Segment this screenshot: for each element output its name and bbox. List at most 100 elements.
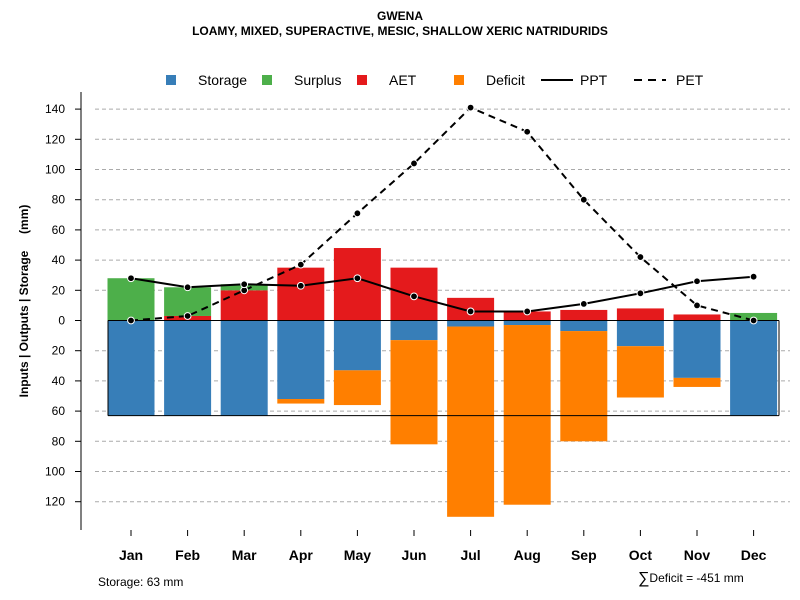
axes: 140 120 100 80 60 40 20 0 20 40 60 80 100 120 Inputs |… <box>17 92 780 563</box>
x-tick-label: Mar <box>232 547 257 563</box>
aet-bar <box>560 309 608 321</box>
storage-bar <box>503 320 551 326</box>
pet-point <box>693 301 701 310</box>
deficit-bar <box>616 346 664 398</box>
storage-bar <box>220 320 268 416</box>
ppt-point <box>693 277 701 286</box>
x-tick-label: Feb <box>175 547 200 563</box>
pet-point <box>523 127 532 136</box>
y-tick-label: 60 <box>52 404 66 418</box>
legend-swatch-deficit <box>454 75 464 85</box>
y-tick-label: 140 <box>45 102 65 116</box>
y-tick-label: 80 <box>52 193 66 207</box>
legend: Storage Surplus AET Deficit PPT PET <box>166 72 704 88</box>
x-tick-label: Jun <box>402 547 427 563</box>
storage-bar <box>390 320 438 341</box>
aet-bar <box>616 308 664 321</box>
deficit-bar <box>560 331 608 442</box>
x-tick-label: Aug <box>514 547 541 563</box>
pet-point <box>749 316 758 325</box>
deficit-bar <box>390 340 438 445</box>
pet-point <box>579 195 588 204</box>
y-tick-label: 40 <box>52 374 66 388</box>
y-tick-label: 80 <box>52 434 66 448</box>
ppt-point <box>353 274 362 283</box>
y-tick-label: 0 <box>58 314 65 328</box>
deficit-bar <box>277 399 325 404</box>
storage-bar <box>164 320 212 416</box>
pet-point <box>127 316 135 325</box>
y-tick-label: 120 <box>45 495 65 509</box>
legend-swatch-surplus <box>262 75 272 85</box>
deficit-bar <box>503 325 551 505</box>
storage-bar <box>333 320 381 371</box>
surplus-bar <box>107 278 155 321</box>
deficit-bar <box>673 377 721 387</box>
legend-label-aet: AET <box>389 72 417 88</box>
x-tick-label: Sep <box>571 547 597 563</box>
x-tick-label: Nov <box>684 547 711 563</box>
deficit-bar <box>447 326 495 517</box>
ppt-point <box>296 281 305 290</box>
sigma-symbol: ∑ <box>638 570 650 587</box>
x-tick-label: Jul <box>460 547 480 563</box>
aet-bar <box>673 314 721 321</box>
storage-bar <box>560 320 608 332</box>
pet-line <box>130 106 754 322</box>
aet-bar <box>503 311 551 321</box>
legend-label-storage: Storage <box>198 72 247 88</box>
y-tick-label: 40 <box>52 253 66 267</box>
ppt-point <box>579 299 588 308</box>
ppt-point <box>183 283 192 292</box>
chart-title: GWENA <box>377 9 423 23</box>
y-tick-label: 120 <box>45 132 65 146</box>
legend-swatch-storage <box>166 75 176 85</box>
legend-label-pet: PET <box>676 72 704 88</box>
chart-subtitle: LOAMY, MIXED, SUPERACTIVE, MESIC, SHALLO… <box>192 24 608 38</box>
storage-bar <box>277 320 325 400</box>
pet-point <box>296 260 305 269</box>
deficit-bar <box>333 370 381 406</box>
pet-point <box>353 209 362 218</box>
ppt-point <box>636 289 645 298</box>
y-tick-label: 20 <box>52 344 66 358</box>
bars <box>107 248 778 517</box>
pet-point <box>636 253 645 261</box>
x-tick-label: Oct <box>629 547 653 563</box>
storage-bar <box>447 320 495 327</box>
legend-label-ppt: PPT <box>580 72 608 88</box>
y-tick-label: 100 <box>45 163 65 177</box>
deficit-note: ∑Deficit = -451 mm <box>638 570 744 588</box>
x-tick-label: Jan <box>119 547 143 563</box>
storage-bar <box>730 320 778 416</box>
aet-bar <box>220 290 268 321</box>
legend-label-deficit: Deficit <box>486 72 525 88</box>
x-tick-label: Apr <box>289 547 314 563</box>
storage-bar <box>616 320 664 347</box>
pet-point <box>410 159 418 168</box>
ppt-point <box>127 274 135 283</box>
ppt-point <box>466 307 475 316</box>
surplus-bar <box>164 287 212 316</box>
x-tick-label: Dec <box>741 547 767 563</box>
ppt-point <box>523 307 532 316</box>
storage-bar <box>673 320 721 378</box>
legend-label-surplus: Surplus <box>294 72 341 88</box>
ppt-point <box>749 272 758 281</box>
y-tick-label: 100 <box>45 465 65 479</box>
ppt-point <box>240 280 249 289</box>
ppt-line <box>130 275 754 313</box>
pet-point <box>466 103 475 112</box>
storage-note: Storage: 63 mm <box>98 575 184 589</box>
series-lines <box>127 103 758 325</box>
y-tick-label: 20 <box>52 283 66 297</box>
aet-bar <box>277 267 325 321</box>
legend-swatch-aet <box>357 75 367 85</box>
pet-point <box>183 312 192 320</box>
ppt-point <box>410 292 418 301</box>
y-axis-label: Inputs | Outputs | Storage (mm) <box>17 205 31 398</box>
storage-bar <box>107 320 155 416</box>
x-tick-label: May <box>344 547 371 563</box>
y-tick-label: 60 <box>52 223 66 237</box>
